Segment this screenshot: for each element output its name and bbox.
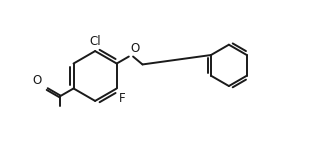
Text: Cl: Cl (89, 35, 101, 48)
Text: F: F (119, 92, 125, 105)
Text: O: O (32, 74, 42, 87)
Text: O: O (130, 42, 139, 55)
